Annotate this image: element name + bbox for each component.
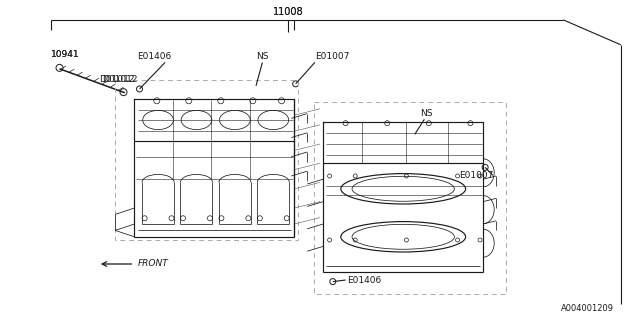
Text: 10941: 10941 <box>51 50 80 59</box>
Text: NS: NS <box>256 52 269 61</box>
Text: D01012: D01012 <box>99 75 134 84</box>
Text: E01406: E01406 <box>348 276 382 285</box>
Text: 11008: 11008 <box>273 7 303 17</box>
Text: D01012: D01012 <box>102 75 138 84</box>
Text: 10941: 10941 <box>51 50 80 59</box>
Text: NS: NS <box>420 109 433 118</box>
Text: FRONT: FRONT <box>138 259 168 268</box>
Text: 11008: 11008 <box>273 7 303 17</box>
Text: A004001209: A004001209 <box>561 304 614 313</box>
Text: E01007: E01007 <box>315 52 349 61</box>
Text: E01007: E01007 <box>460 171 494 180</box>
Text: E01406: E01406 <box>138 52 172 61</box>
